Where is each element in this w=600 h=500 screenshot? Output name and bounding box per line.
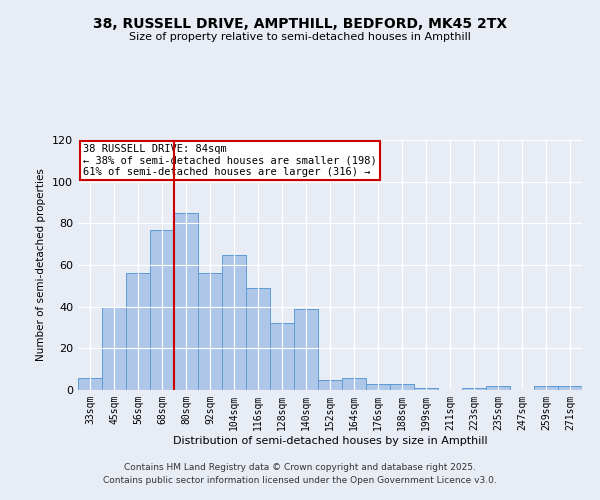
Text: 38 RUSSELL DRIVE: 84sqm
← 38% of semi-detached houses are smaller (198)
61% of s: 38 RUSSELL DRIVE: 84sqm ← 38% of semi-de… (83, 144, 377, 177)
Text: Contains HM Land Registry data © Crown copyright and database right 2025.: Contains HM Land Registry data © Crown c… (124, 462, 476, 471)
Text: Size of property relative to semi-detached houses in Ampthill: Size of property relative to semi-detach… (129, 32, 471, 42)
Bar (486, 386, 510, 390)
Bar (414, 388, 438, 390)
Bar (126, 274, 150, 390)
Bar (78, 378, 102, 390)
Bar (558, 386, 582, 390)
Bar (366, 384, 390, 390)
Bar (102, 306, 126, 390)
Bar (342, 378, 366, 390)
Bar (462, 388, 486, 390)
Bar (294, 308, 318, 390)
Bar (222, 254, 246, 390)
Bar (318, 380, 342, 390)
Bar (150, 230, 174, 390)
Text: Contains public sector information licensed under the Open Government Licence v3: Contains public sector information licen… (103, 476, 497, 485)
Bar (246, 288, 270, 390)
X-axis label: Distribution of semi-detached houses by size in Ampthill: Distribution of semi-detached houses by … (173, 436, 487, 446)
Bar (390, 384, 414, 390)
Y-axis label: Number of semi-detached properties: Number of semi-detached properties (37, 168, 46, 362)
Bar (174, 213, 198, 390)
Bar (270, 324, 294, 390)
Bar (534, 386, 558, 390)
Text: 38, RUSSELL DRIVE, AMPTHILL, BEDFORD, MK45 2TX: 38, RUSSELL DRIVE, AMPTHILL, BEDFORD, MK… (93, 18, 507, 32)
Bar (198, 274, 222, 390)
